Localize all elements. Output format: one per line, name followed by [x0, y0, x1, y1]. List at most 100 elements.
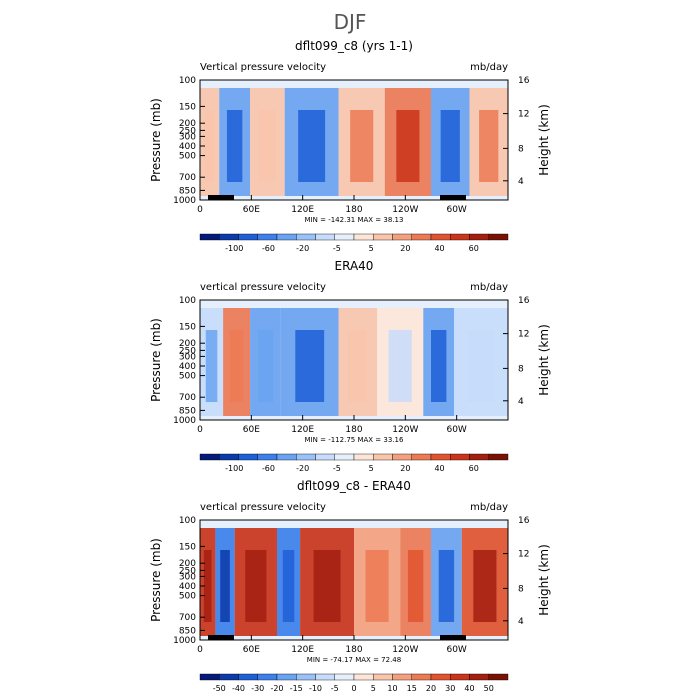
panel1-terrain-1	[208, 195, 234, 200]
panel2-colorbar-swatch-7	[315, 453, 335, 461]
panel1-contour-core-7	[440, 110, 460, 182]
panel1-ytick-1000: 1000	[173, 196, 196, 206]
panel3-ytick-100: 100	[179, 516, 196, 526]
panel1-yrtick-8: 8	[518, 144, 524, 154]
panel3-stats: MIN = -74.17 MAX = 72.48	[307, 656, 401, 664]
panel1-ytick-850: 850	[179, 186, 196, 196]
panel3-xtick-3: 180	[345, 645, 362, 655]
panel2-ytick-300: 300	[179, 352, 196, 362]
panel1-colorbar-swatch-10	[373, 233, 393, 241]
panel1-colorbar-swatch-13	[430, 233, 451, 241]
panel2-stats: MIN = -112.75 MAX = 33.16	[305, 436, 404, 444]
panel2-xtick-3: 180	[345, 425, 362, 435]
panel3-ytick-200: 200	[179, 559, 196, 569]
panel2-xtick-4: 120W	[392, 425, 418, 435]
panel3-colorbar-swatch-15	[469, 673, 489, 681]
panel2-colorbar-swatch-5	[276, 453, 297, 461]
panel2-colorbar-swatch-1	[199, 453, 220, 461]
panel2-contour-core-2	[229, 330, 244, 402]
panel3-ylabel: Pressure (mb)	[149, 538, 163, 622]
panel2-ytick-850: 850	[179, 406, 196, 416]
panel2-colorbar-label-8: 60	[469, 464, 479, 473]
panel2-ytick-100: 100	[179, 296, 196, 306]
panel3-ytick-300: 300	[179, 572, 196, 582]
panel1-colorbar-swatch-15	[469, 233, 489, 241]
panel2-colorbar-swatch-4	[257, 453, 278, 461]
panel1-colorbar-swatch-9	[353, 233, 374, 241]
panel1-ytick-300: 300	[179, 132, 196, 142]
panel2-colorbar-swatch-2	[219, 453, 239, 461]
panel3-colorbar-swatch-2	[219, 673, 239, 681]
panel2-xtick-0: 0	[197, 425, 203, 435]
panel2-contour-core-6	[388, 330, 412, 402]
panel1-colorbar-swatch-16	[488, 233, 509, 241]
panel3-colorbar-swatch-13	[430, 673, 451, 681]
panel3-terrain-2	[440, 635, 466, 640]
panel1-colorbar-label-2: -60	[262, 244, 275, 253]
panel2-colorbar-swatch-15	[469, 453, 489, 461]
panel3-colorbar-label-11: 15	[407, 684, 417, 693]
panel2-colorbar-swatch-10	[373, 453, 393, 461]
panel3-ylabel-right: Height (km)	[537, 544, 551, 615]
panel2-colorbar-swatch-9	[353, 453, 374, 461]
panel2-xtick-5: 60W	[446, 425, 466, 435]
panel2-subtitle-left: vertical pressure velocity	[200, 282, 326, 293]
panel1-colorbar-label-4: -5	[333, 244, 341, 253]
panel2-contour-core-1	[205, 330, 218, 402]
panel3-terrain-1	[208, 635, 234, 640]
panel1-colorbar-swatch-8	[334, 233, 355, 241]
panel2-contour-core-5	[348, 330, 368, 402]
panel2-colorbar-label-4: -5	[333, 464, 341, 473]
panel1-contour-core-8	[479, 110, 499, 182]
panel2-colorbar-swatch-13	[430, 453, 451, 461]
panel3-contour-core-8	[438, 550, 455, 622]
panel3-colorbar-swatch-7	[315, 673, 335, 681]
panel3-contour-core-5	[313, 550, 341, 622]
panel3-xtick-2: 120E	[291, 645, 314, 655]
panel3-title: dflt099_c8 - ERA40	[297, 479, 411, 493]
panel2-ylabel-right: Height (km)	[537, 324, 551, 395]
panel2-ylabel: Pressure (mb)	[149, 318, 163, 402]
panel3-colorbar-label-12: 20	[426, 684, 436, 693]
panel3-xtick-1: 60E	[243, 645, 260, 655]
panel2-colorbar-label-2: -60	[262, 464, 275, 473]
panel3-contour-core-3	[245, 550, 267, 622]
panel3-colorbar-swatch-6	[296, 673, 316, 681]
panel2-yrtick-12: 12	[518, 330, 529, 340]
panel3-ytick-150: 150	[179, 542, 196, 552]
panel1-colorbar-swatch-3	[238, 233, 258, 241]
panel3-colorbar-label-8: 0	[351, 684, 356, 693]
panel1-ylabel: Pressure (mb)	[149, 98, 163, 182]
panel3-colorbar-swatch-9	[353, 673, 374, 681]
panel1-contour-core-1	[204, 110, 215, 182]
panel1-xtick-4: 120W	[392, 205, 418, 215]
panel3-ytick-250: 250	[179, 566, 196, 576]
panel3-colorbar-label-14: 40	[464, 684, 474, 693]
panel1-contour-core-3	[258, 110, 277, 182]
panel1-colorbar-label-8: 60	[469, 244, 479, 253]
panel2-colorbar-swatch-3	[238, 453, 258, 461]
panel1-ytick-700: 700	[179, 173, 196, 183]
panel1-colorbar-swatch-11	[392, 233, 412, 241]
panel1-colorbar-label-6: 20	[400, 244, 410, 253]
panel3-yrtick-16: 16	[518, 516, 530, 526]
panel2-ytick-200: 200	[179, 339, 196, 349]
panel3-colorbar-label-3: -30	[251, 684, 264, 693]
panel1-colorbar-swatch-2	[219, 233, 239, 241]
panel3-colorbar-label-15: 50	[484, 684, 494, 693]
panel1-ytick-250: 250	[179, 126, 196, 136]
panel1-colorbar-label-1: -100	[225, 244, 243, 253]
panel3-xtick-5: 60W	[446, 645, 466, 655]
panel3-colorbar-label-1: -50	[213, 684, 226, 693]
panel3-ytick-1000: 1000	[173, 636, 196, 646]
panel1-title: dflt099_c8 (yrs 1-1)	[295, 39, 413, 53]
panel2-contour-core-4	[295, 330, 325, 402]
panel1-colorbar-swatch-14	[450, 233, 470, 241]
panel3-contour-core-1	[203, 550, 212, 622]
panel2-ytick-500: 500	[179, 372, 196, 382]
panel3-colorbar-swatch-8	[334, 673, 355, 681]
panel3-colorbar-label-5: -15	[290, 684, 303, 693]
panel1-colorbar-swatch-1	[199, 233, 220, 241]
panel1-colorbar-swatch-12	[411, 233, 432, 241]
